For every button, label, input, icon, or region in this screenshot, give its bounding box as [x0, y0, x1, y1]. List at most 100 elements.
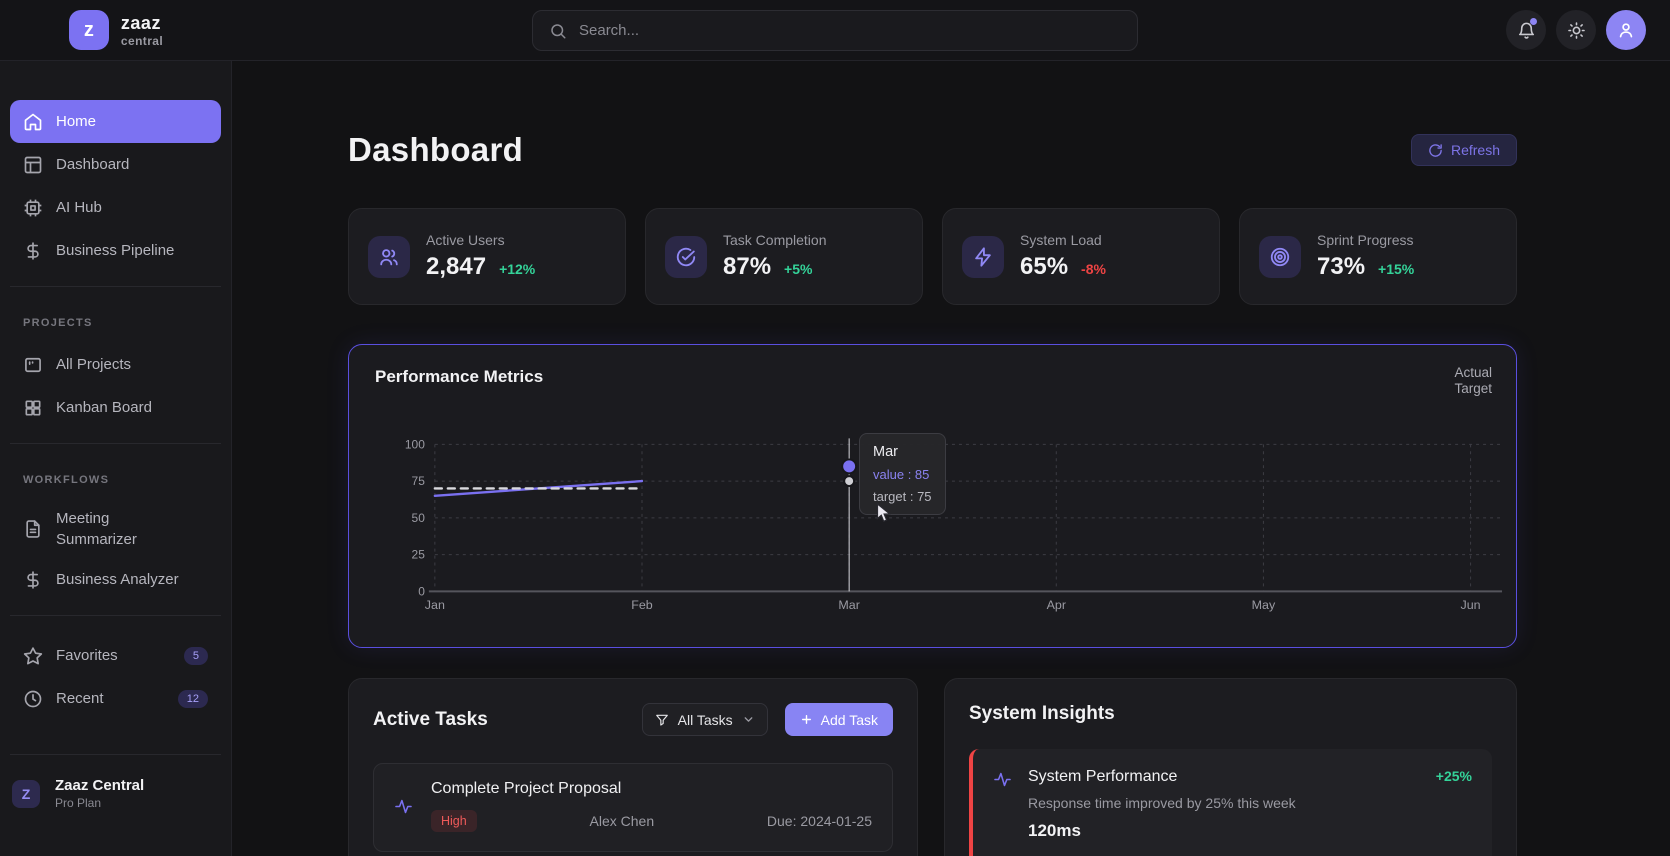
sidebar-item-label: Kanban Board	[56, 399, 152, 416]
svg-text:Apr: Apr	[1047, 598, 1066, 612]
topbar-actions	[1506, 10, 1646, 50]
refresh-button[interactable]: Refresh	[1410, 134, 1517, 166]
insight-delta: +25%	[1435, 768, 1472, 784]
chevron-down-icon	[742, 713, 755, 726]
dollar-icon	[23, 241, 43, 261]
system-insights-title: System Insights	[969, 703, 1115, 724]
sidebar-item-business-pipeline[interactable]: Business Pipeline	[10, 229, 221, 272]
sidebar-item-recent[interactable]: Recent 12	[10, 677, 221, 720]
home-icon	[23, 112, 43, 132]
svg-text:50: 50	[412, 511, 426, 525]
star-icon	[23, 646, 43, 666]
system-insights-panel: System Insights System Performance +25% …	[944, 678, 1517, 856]
performance-metrics-card: Performance Metrics Actual Target 0 25 50 7…	[348, 344, 1517, 648]
activity-icon	[394, 797, 413, 816]
sidebar-item-label: Favorites	[56, 647, 118, 664]
plus-icon	[800, 713, 813, 726]
task-assignee: Alex Chen	[589, 813, 655, 829]
sidebar-item-label: Home	[56, 113, 97, 130]
stat-delta: +5%	[784, 261, 813, 277]
stat-card-active-users[interactable]: Active Users 2,847 +12%	[348, 208, 626, 305]
stat-value: 87%	[723, 253, 772, 280]
insight-title: System Performance	[1028, 768, 1178, 785]
stats-row: Active Users 2,847 +12% Task Completion …	[348, 208, 1517, 305]
logo-subtitle: central	[120, 33, 164, 48]
app-logo[interactable]: z zaaz central	[68, 10, 164, 50]
svg-text:Jan: Jan	[425, 598, 445, 612]
cpu-icon	[23, 198, 43, 218]
kanban-icon	[23, 398, 43, 418]
user-icon	[1616, 20, 1636, 40]
refresh-icon	[1428, 143, 1443, 158]
notification-dot	[1530, 18, 1537, 25]
chart-title: Performance Metrics	[375, 367, 544, 386]
recent-count-badge: 12	[177, 689, 208, 708]
dollar-icon	[23, 570, 43, 590]
sidebar-item-all-projects[interactable]: All Projects	[10, 343, 221, 386]
sidebar-item-label: Dashboard	[56, 156, 130, 173]
bolt-icon	[962, 235, 1004, 278]
workspace-avatar: Z	[12, 779, 40, 808]
sidebar-section-workflows: WORKFLOWS	[23, 474, 110, 486]
target-icon	[1259, 235, 1301, 278]
stat-delta: -8%	[1081, 261, 1106, 277]
legend-actual: Actual	[1454, 365, 1492, 380]
task-filter-dropdown[interactable]: All Tasks	[641, 703, 768, 736]
sidebar-item-meeting-summarizer[interactable]: Meeting Summarizer	[10, 500, 221, 558]
main-content: Dashboard Refresh Active Users 2,847 +12…	[232, 61, 1670, 856]
insight-list-item[interactable]: System Performance +25% Response time im…	[969, 749, 1492, 856]
bottom-panels: Active Tasks All Tasks Add Task	[348, 678, 1517, 856]
sidebar-item-label: Recent	[56, 690, 104, 707]
project-icon	[23, 355, 43, 375]
user-avatar[interactable]	[1606, 10, 1646, 50]
sidebar-item-ai-hub[interactable]: AI Hub	[10, 186, 221, 229]
stat-label: Active Users	[426, 232, 505, 248]
svg-text:100: 100	[405, 437, 425, 451]
chart-legend: Actual Target	[1454, 365, 1492, 397]
sidebar-item-favorites[interactable]: Favorites 5	[10, 634, 221, 677]
sidebar-item-home[interactable]: Home	[10, 100, 221, 143]
document-icon	[23, 519, 43, 539]
stat-card-system-load[interactable]: System Load 65% -8%	[942, 208, 1220, 305]
task-title: Complete Project Proposal	[431, 780, 622, 797]
stat-card-task-completion[interactable]: Task Completion 87% +5%	[645, 208, 923, 305]
task-priority-badge: High	[431, 810, 477, 832]
logo-mark-letter: z	[83, 18, 94, 41]
refresh-label: Refresh	[1450, 142, 1500, 158]
sidebar-divider	[10, 286, 221, 287]
svg-text:May: May	[1252, 598, 1276, 612]
stat-value: 2,847	[426, 253, 487, 280]
sidebar-divider	[10, 615, 221, 616]
add-task-button[interactable]: Add Task	[784, 703, 893, 736]
legend-target: Target	[1454, 381, 1492, 396]
sidebar-item-business-analyzer[interactable]: Business Analyzer	[10, 558, 221, 601]
sidebar-item-kanban-board[interactable]: Kanban Board	[10, 386, 221, 429]
svg-text:0: 0	[418, 584, 425, 598]
stat-card-sprint-progress[interactable]: Sprint Progress 73% +15%	[1239, 208, 1517, 305]
stat-label: Task Completion	[723, 232, 827, 248]
mouse-cursor	[876, 503, 893, 523]
svg-text:Jun: Jun	[1461, 598, 1481, 612]
sidebar-item-label: Meeting Summarizer	[56, 510, 137, 548]
theme-toggle-button[interactable]	[1556, 10, 1596, 50]
sun-icon	[1567, 21, 1586, 40]
check-circle-icon	[665, 235, 707, 278]
stat-delta: +12%	[499, 261, 536, 277]
tooltip-value: value : 85	[873, 467, 930, 482]
search-placeholder: Search...	[579, 22, 640, 39]
topbar: z zaaz central Search...	[0, 0, 1670, 61]
task-list-item[interactable]: Complete Project Proposal High Alex Chen…	[373, 763, 893, 852]
sidebar-item-dashboard[interactable]: Dashboard	[10, 143, 221, 186]
notifications-button[interactable]	[1506, 10, 1546, 50]
svg-text:25: 25	[412, 548, 426, 562]
performance-chart[interactable]: 0 25 50 75 100 Jan Feb Mar Apr May Jun	[349, 345, 1516, 647]
sidebar-item-label: All Projects	[56, 356, 132, 373]
page-header: Dashboard Refresh	[348, 130, 1517, 170]
sidebar-divider	[10, 754, 221, 755]
workspace-name: Zaaz Central	[55, 777, 145, 794]
sidebar-item-label: AI Hub	[56, 199, 102, 216]
search-input[interactable]: Search...	[532, 10, 1138, 51]
topbar-left: z zaaz central	[0, 10, 232, 50]
sidebar-divider	[10, 443, 221, 444]
sidebar-footer-account[interactable]: Z Zaaz Central Pro Plan	[12, 777, 221, 810]
